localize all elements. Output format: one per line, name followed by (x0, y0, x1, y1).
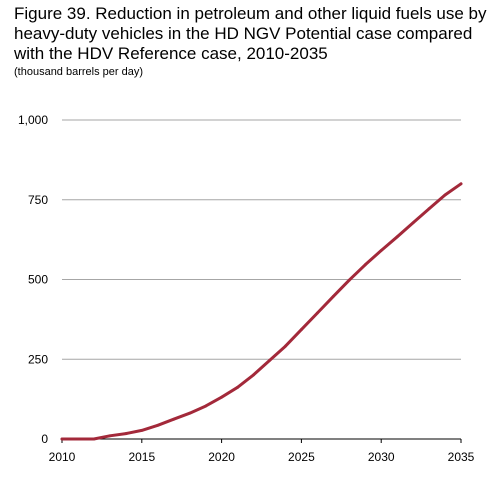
data-point-2028 (348, 279, 351, 282)
y-tick-label-0: 0 (41, 432, 48, 446)
y-tick-label-500: 500 (28, 273, 48, 287)
y-axis-tick-labels: 0 250 500 750 1,000 (18, 113, 48, 446)
series-line-0 (62, 184, 461, 439)
data-point-2026 (316, 312, 319, 315)
data-point-2013 (108, 434, 111, 437)
data-point-2020 (220, 396, 223, 399)
x-tick-label-2020: 2020 (208, 450, 235, 464)
data-point-2022 (252, 373, 255, 376)
x-axis-tick-labels: 2010 2015 2020 2025 2030 2035 (49, 450, 475, 464)
y-tick-label-250: 250 (28, 352, 48, 366)
series-lines (61, 182, 463, 440)
y-tick-label-750: 750 (28, 193, 48, 207)
data-point-2018 (188, 412, 191, 415)
data-point-2034 (444, 194, 447, 197)
data-point-2035 (460, 182, 463, 185)
x-tick-label-2025: 2025 (288, 450, 315, 464)
data-point-2016 (156, 424, 159, 427)
data-point-2031 (396, 235, 399, 238)
data-point-2024 (284, 345, 287, 348)
data-point-2025 (300, 328, 303, 331)
data-point-2011 (77, 438, 80, 441)
x-tick-label-2010: 2010 (49, 450, 76, 464)
data-point-2027 (332, 295, 335, 298)
data-point-2012 (93, 438, 96, 441)
data-point-2021 (236, 386, 239, 389)
data-point-2023 (268, 359, 271, 362)
x-tick-label-2035: 2035 (448, 450, 475, 464)
data-point-2017 (172, 418, 175, 421)
data-point-2032 (412, 221, 415, 224)
data-point-2015 (140, 429, 143, 432)
data-point-2019 (204, 405, 207, 408)
y-tick-label-1000: 1,000 (18, 113, 48, 127)
data-point-2029 (364, 263, 367, 266)
x-tick-label-2030: 2030 (368, 450, 395, 464)
data-point-2030 (380, 249, 383, 252)
data-point-2010 (61, 438, 64, 441)
gridlines (62, 120, 461, 359)
data-point-2014 (124, 432, 127, 435)
data-point-2033 (428, 207, 431, 210)
x-tick-label-2015: 2015 (128, 450, 155, 464)
axes (62, 439, 461, 443)
